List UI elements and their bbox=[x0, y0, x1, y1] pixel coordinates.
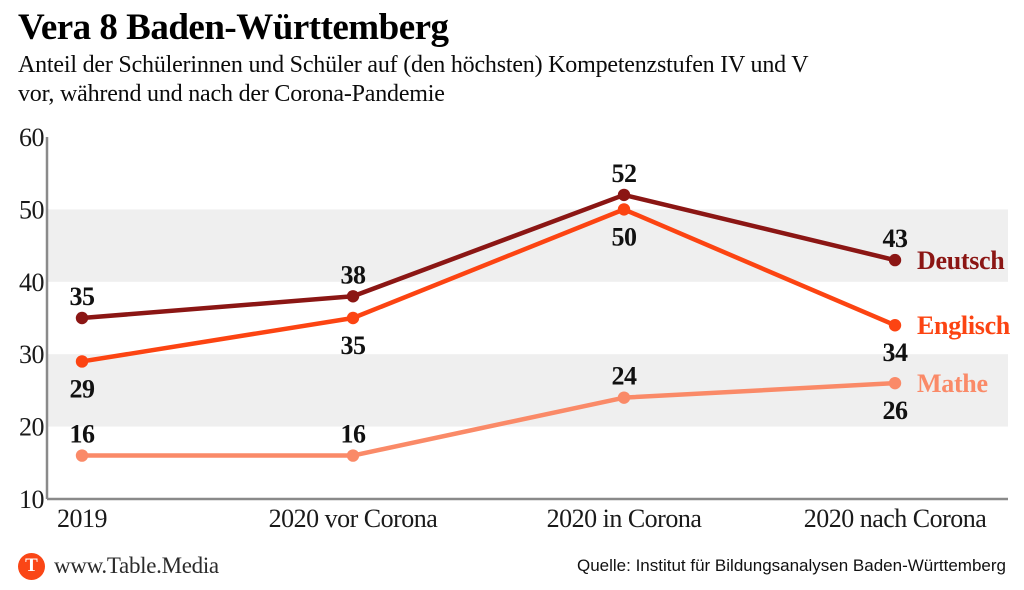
value-label: 52 bbox=[612, 159, 637, 188]
x-tick-label: 2019 bbox=[57, 504, 107, 533]
plot-band bbox=[47, 354, 1008, 427]
series-label-mathe: Mathe bbox=[917, 369, 988, 398]
series-line-mathe bbox=[79, 380, 898, 458]
header: Vera 8 Baden-Württemberg Anteil der Schü… bbox=[18, 8, 1006, 109]
series-line-englisch bbox=[79, 207, 898, 364]
value-label: 34 bbox=[883, 338, 909, 367]
value-label: 43 bbox=[883, 224, 909, 253]
series-label-englisch: Englisch bbox=[917, 311, 1011, 340]
y-tick-label: 40 bbox=[19, 268, 45, 297]
table-media-logo-icon: T bbox=[18, 552, 45, 580]
footer: T www.Table.Media Quelle: Institut für B… bbox=[18, 547, 1006, 585]
x-tick-label: 2020 in Corona bbox=[547, 504, 703, 533]
y-tick-label: 20 bbox=[19, 413, 45, 442]
value-label: 16 bbox=[70, 420, 96, 449]
brand: T www.Table.Media bbox=[18, 552, 219, 580]
line-chart-svg: 10 20 30 40 50 60 2019 2020 vor Corona 2020 in C… bbox=[19, 123, 1011, 533]
chart-area: 10 20 30 40 50 60 2019 2020 vor Corona 2020 in C… bbox=[0, 123, 1024, 537]
x-tick-label: 2020 nach Corona bbox=[804, 504, 988, 533]
y-tick-label: 60 bbox=[19, 125, 45, 152]
plot-band bbox=[47, 209, 1008, 282]
chart-title: Vera 8 Baden-Württemberg bbox=[18, 7, 449, 48]
value-label: 16 bbox=[341, 420, 367, 449]
chart-subtitle-line2: vor, während und nach der Corona-Pandemi… bbox=[18, 81, 445, 107]
series-line-deutsch bbox=[79, 192, 898, 321]
series-label-deutsch: Deutsch bbox=[917, 246, 1005, 275]
data-point bbox=[617, 391, 631, 404]
brand-url: www.Table.Media bbox=[54, 553, 219, 578]
y-tick-label: 10 bbox=[19, 485, 45, 514]
data-point bbox=[346, 290, 360, 303]
y-tick-label: 30 bbox=[19, 340, 45, 369]
data-point bbox=[346, 311, 360, 325]
value-label: 38 bbox=[341, 260, 367, 289]
data-point bbox=[75, 449, 89, 462]
data-point bbox=[75, 355, 89, 368]
data-point bbox=[888, 253, 902, 267]
value-label: 35 bbox=[70, 282, 96, 311]
value-label: 35 bbox=[341, 331, 367, 360]
data-point bbox=[617, 203, 631, 216]
value-label: 50 bbox=[612, 222, 638, 251]
value-label: 24 bbox=[612, 362, 638, 391]
data-point bbox=[346, 449, 360, 462]
y-tick-label: 50 bbox=[19, 195, 45, 224]
data-point bbox=[888, 376, 902, 390]
chart-subtitle-line1: Anteil der Schülerinnen und Schüler auf … bbox=[18, 52, 809, 78]
data-point bbox=[617, 188, 631, 202]
value-label: 29 bbox=[70, 374, 96, 403]
data-point bbox=[75, 311, 89, 325]
data-point bbox=[888, 319, 902, 332]
x-tick-label: 2020 vor Corona bbox=[269, 504, 439, 533]
source-credit: Quelle: Institut für Bildungsanalysen Ba… bbox=[576, 556, 1006, 575]
value-label: 26 bbox=[883, 396, 909, 425]
